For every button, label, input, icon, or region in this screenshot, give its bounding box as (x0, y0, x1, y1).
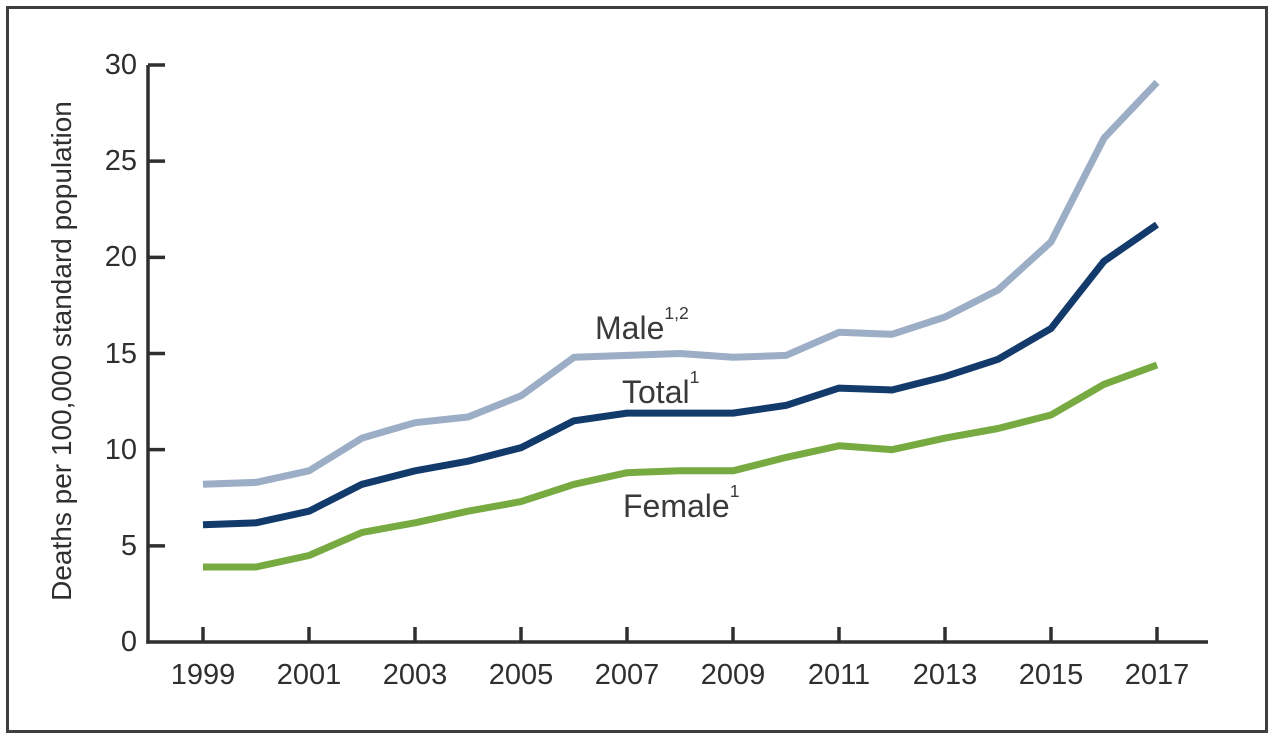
male-line (202, 79, 1160, 488)
series-label-total: Total1 (622, 369, 699, 410)
x-tick-label: 2005 (488, 659, 554, 691)
series-label-male: Male1,2 (595, 305, 689, 346)
x-tick-label: 2003 (382, 659, 448, 691)
x-tick-label: 2015 (1018, 659, 1084, 691)
female-line (203, 361, 1159, 571)
x-tick-label: 1999 (170, 659, 236, 691)
x-tick-label: 2007 (594, 659, 660, 691)
series-label-footnote-marker: 1 (689, 367, 700, 388)
series-label-footnote-marker: 1,2 (664, 303, 689, 324)
x-tick-label: 2009 (700, 659, 766, 691)
y-tick-label: 0 (120, 626, 137, 658)
x-tick-label: 2001 (276, 659, 342, 691)
y-tick-label: 30 (104, 49, 137, 81)
y-tick-label: 15 (104, 337, 137, 370)
series-label-footnote-marker: 1 (729, 481, 740, 502)
x-tick-label: 2011 (807, 659, 871, 691)
total-line (202, 221, 1159, 529)
y-tick-label: 5 (120, 529, 137, 562)
series-label-female: Female1 (623, 483, 740, 524)
series-label-text: Female (623, 488, 730, 524)
x-tick-label: 2013 (912, 659, 978, 691)
y-tick-label: 25 (104, 145, 137, 178)
series-label-text: Male (595, 310, 665, 346)
y-tick-label: 10 (104, 433, 137, 466)
y-tick-label: 20 (104, 241, 137, 274)
series-label-text: Total (622, 374, 690, 410)
x-tick-label: 2017 (1124, 659, 1190, 691)
